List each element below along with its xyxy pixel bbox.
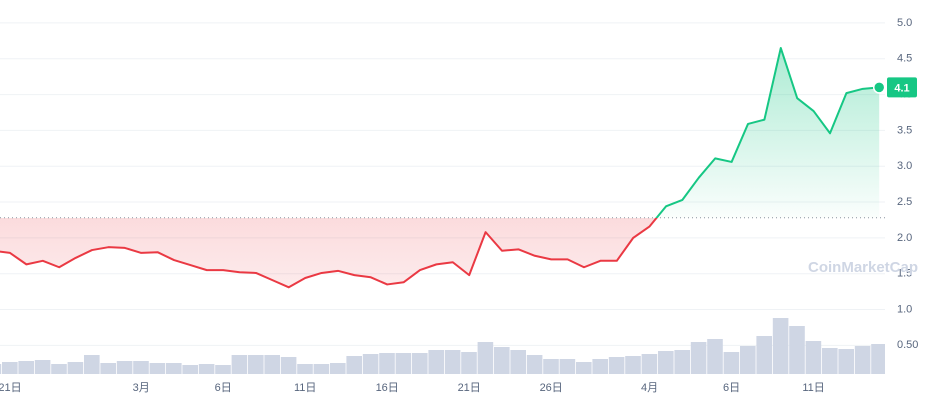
volume-bar: [346, 356, 362, 374]
y-tick-label: 2.0: [897, 232, 912, 244]
volume-bar: [198, 364, 215, 374]
volume-bar: [772, 318, 789, 374]
volume-bar: [510, 350, 526, 374]
volume-bar: [248, 355, 264, 374]
volume-bar: [608, 357, 625, 374]
volume-bar: [297, 364, 313, 374]
volume-bar: [182, 365, 198, 374]
volume-bar: [477, 342, 494, 374]
volume-bar: [51, 364, 67, 374]
last-point: [872, 81, 886, 94]
volume-bar: [280, 357, 297, 374]
price-badge: [887, 77, 917, 98]
volume-bar: [543, 359, 559, 374]
volume-bar: [526, 355, 543, 374]
x-tick-label: 26日: [540, 382, 563, 394]
volume-bar: [133, 361, 149, 374]
area: [0, 48, 880, 288]
volume-bar: [854, 346, 871, 374]
volume-bar: [67, 362, 84, 374]
volume-bar: [231, 355, 248, 374]
price-line: [0, 47, 880, 289]
x-tick-label: 11日: [294, 382, 316, 394]
axes: 5.04.54.03.53.02.52.01.51.00.5021日3月6日11…: [0, 17, 918, 394]
volume-bar: [100, 363, 116, 374]
volume-bar: [674, 350, 690, 374]
volume-bar: [461, 352, 477, 374]
volume-bar: [789, 326, 805, 374]
volume-bar: [34, 360, 51, 374]
y-tick-label: 1.5: [897, 268, 912, 280]
volume-bar: [116, 361, 133, 374]
volume-bar: [658, 351, 674, 374]
volume-bar: [330, 363, 346, 374]
volume-bar: [166, 363, 182, 374]
volume-bar: [379, 353, 395, 374]
volume-bar: [428, 350, 444, 374]
volume-bar: [149, 363, 166, 374]
volume-bar: [494, 347, 510, 374]
y-tick-label: 3.0: [897, 160, 912, 172]
volume-bar: [723, 352, 740, 374]
x-tick-label: 16日: [376, 382, 399, 394]
x-tick-label: 4月: [641, 382, 658, 394]
volume-bar: [871, 344, 885, 374]
volume-bar: [576, 362, 592, 374]
volume-bars: [0, 318, 885, 374]
watermark: CoinMarketCap: [808, 259, 918, 276]
volume-bar: [215, 365, 231, 374]
volume-bar: [313, 364, 330, 374]
y-tick-label: 0.50: [897, 339, 918, 351]
x-tick-label: 21日: [0, 382, 22, 394]
y-tick-label: 4.5: [897, 53, 912, 65]
volume-bar: [641, 354, 658, 374]
y-tick-label: 5.0: [897, 17, 912, 29]
volume-bar: [2, 362, 18, 374]
x-tick-label: 21日: [458, 382, 481, 394]
volume-bar: [838, 349, 854, 374]
volume-bar: [822, 348, 838, 374]
x-tick-label: 3月: [133, 382, 150, 394]
price-plot: [0, 47, 885, 289]
volume-bar: [690, 342, 707, 374]
volume-bar: [707, 339, 723, 374]
volume-bar: [0, 364, 2, 374]
volume-bar: [592, 359, 608, 374]
volume-bar: [18, 361, 34, 374]
y-tick-label: 2.5: [897, 196, 912, 208]
volume-bar: [264, 355, 280, 374]
volume-bar: [412, 353, 428, 374]
volume-bar: [805, 341, 822, 374]
volume-bar: [395, 353, 412, 374]
volume-bar: [756, 336, 772, 374]
volume-bar: [559, 359, 576, 374]
y-tick-label: 1.0: [897, 303, 912, 315]
y-tick-label: 3.5: [897, 124, 912, 136]
volume-bar: [362, 354, 379, 374]
volume-bar: [625, 356, 641, 374]
x-tick-label: 6日: [215, 382, 232, 394]
x-tick-label: 6日: [723, 382, 740, 394]
volume-bar: [84, 355, 100, 374]
price-badge-label: 4.1: [894, 82, 909, 94]
volume-bar: [740, 346, 756, 374]
volume-bar: [444, 350, 461, 374]
x-tick-label: 11日: [802, 382, 824, 394]
